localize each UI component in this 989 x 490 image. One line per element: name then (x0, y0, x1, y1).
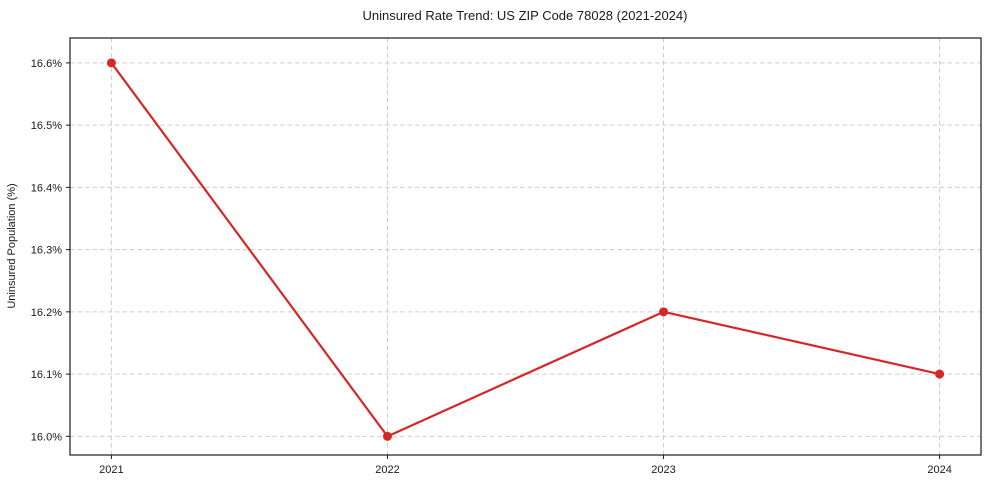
gridlines (70, 38, 981, 455)
x-tick-label: 2023 (651, 464, 675, 476)
trend-line (110, 61, 941, 438)
x-tick-label: 2022 (375, 464, 399, 476)
y-tick-label: 16.5% (31, 120, 62, 132)
y-tick-label: 16.4% (31, 182, 62, 194)
x-tick-label: 2021 (99, 464, 123, 476)
y-axis-title: Uninsured Population (%) (6, 183, 18, 308)
data-point-marker (935, 369, 945, 379)
data-point-marker (382, 431, 392, 441)
axes (66, 37, 982, 459)
plot-border (69, 37, 982, 456)
y-tick-label: 16.3% (31, 245, 62, 257)
data-point-marker (659, 307, 669, 317)
chart-title: Uninsured Rate Trend: US ZIP Code 78028 … (363, 8, 688, 23)
y-tick-label: 16.0% (31, 431, 62, 443)
tick-labels: 16.0% 16.1% 16.2% 16.3% 16.4% 16.5% 16.6% 2021 2… (31, 58, 952, 476)
y-tick-label: 16.2% (31, 307, 62, 319)
y-tick-label: 16.1% (31, 369, 62, 381)
x-tick-label: 2024 (927, 464, 951, 476)
data-point-marker (106, 58, 116, 68)
y-tick-label: 16.6% (31, 58, 62, 70)
data-series (106, 58, 945, 441)
